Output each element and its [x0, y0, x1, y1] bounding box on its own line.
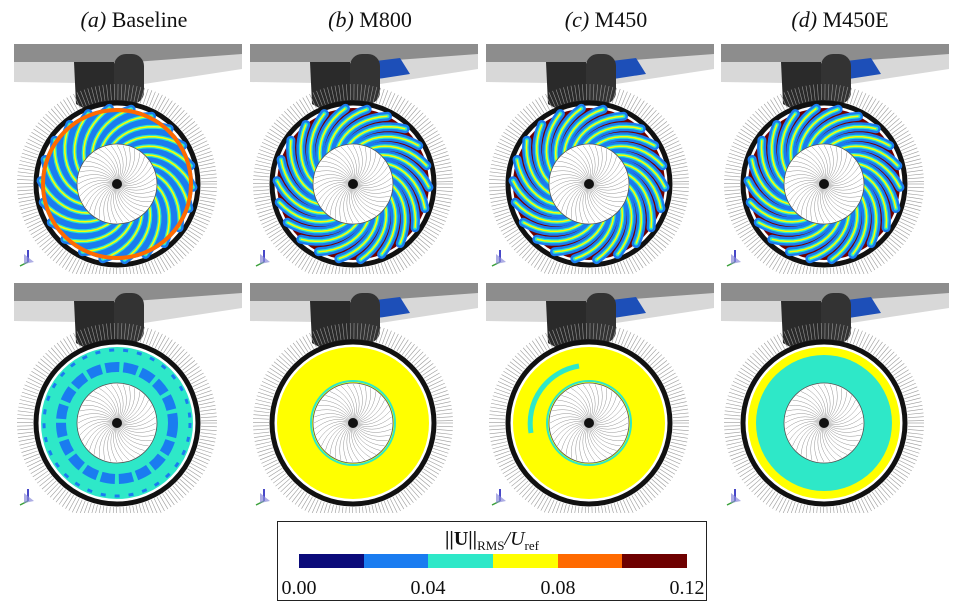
panel-baseline-rms — [14, 283, 242, 513]
panel-m450-instantaneous — [486, 44, 714, 274]
panel-m450-rms — [486, 283, 714, 513]
column-title-d: (d) M450E — [722, 6, 955, 34]
colorbar-title-sub2: ref — [525, 538, 539, 553]
colorbar-tick-0: 0.00 — [282, 577, 317, 600]
hub-mount — [586, 54, 616, 104]
column-title-c: (c) M450 — [488, 6, 724, 34]
hub-mount — [586, 293, 616, 343]
rotor-plot — [721, 283, 949, 513]
rotor-plot — [250, 44, 478, 274]
axis-triad-icon — [20, 489, 34, 505]
column-name-b: M800 — [359, 7, 412, 32]
panel-m800-rms — [250, 283, 478, 513]
colorbar-swatch-4 — [493, 554, 558, 568]
hub-center — [819, 418, 829, 428]
hub-center — [819, 179, 829, 189]
rotor-plot — [14, 283, 242, 513]
colorbar-legend: ||U||RMS/Uref 0.00 0.04 0.08 0.12 — [277, 521, 707, 601]
colorbar-tick-1: 0.04 — [411, 577, 446, 600]
hub-mount — [350, 293, 380, 343]
hub-center — [112, 179, 122, 189]
colorbar-title-mid: /U — [505, 528, 525, 550]
column-title-b: (b) M800 — [252, 6, 488, 34]
axis-triad-icon — [20, 250, 34, 266]
panel-m450e-instantaneous — [721, 44, 949, 274]
colorbar-tick-2: 0.08 — [541, 577, 576, 600]
panel-m800-instantaneous — [250, 44, 478, 274]
column-name-d: M450E — [823, 7, 889, 32]
column-tag-c: (c) — [565, 7, 589, 32]
hub-center — [584, 179, 594, 189]
hub-mount — [350, 54, 380, 104]
panel-baseline-instantaneous — [14, 44, 242, 274]
column-tag-b: (b) — [328, 7, 354, 32]
column-name-a: Baseline — [112, 7, 188, 32]
column-name-c: M450 — [595, 7, 648, 32]
hub-center — [348, 179, 358, 189]
column-tag-a: (a) — [81, 7, 107, 32]
column-title-a: (a) Baseline — [16, 6, 252, 34]
colorbar-title-sub1: RMS — [477, 538, 504, 553]
axis-triad-icon — [492, 489, 506, 505]
axis-triad-icon — [727, 489, 741, 505]
colorbar-swatch-5 — [558, 554, 623, 568]
axis-triad-icon — [256, 489, 270, 505]
axis-triad-icon — [727, 250, 741, 266]
axis-triad-icon — [256, 250, 270, 266]
hub-center — [112, 418, 122, 428]
colorbar-swatch-2 — [364, 554, 429, 568]
colorbar-swatch-1 — [299, 554, 364, 568]
colorbar-swatch-3 — [428, 554, 493, 568]
column-tag-d: (d) — [791, 7, 817, 32]
colorbar — [299, 554, 687, 568]
panel-m450e-rms — [721, 283, 949, 513]
colorbar-swatch-6 — [622, 554, 687, 568]
colorbar-title-main: ||U|| — [445, 528, 477, 550]
hub-mount — [114, 293, 144, 343]
axis-triad-icon — [492, 250, 506, 266]
colorbar-tick-3: 0.12 — [670, 577, 705, 600]
rotor-plot — [721, 44, 949, 274]
hub-mount — [114, 54, 144, 104]
hub-mount — [821, 54, 851, 104]
hub-mount — [821, 293, 851, 343]
colorbar-title: ||U||RMS/Uref — [278, 528, 706, 554]
hub-center — [584, 418, 594, 428]
hub-center — [348, 418, 358, 428]
rotor-plot — [486, 283, 714, 513]
rotor-plot — [486, 44, 714, 274]
rotor-plot — [250, 283, 478, 513]
rotor-plot — [14, 44, 242, 274]
